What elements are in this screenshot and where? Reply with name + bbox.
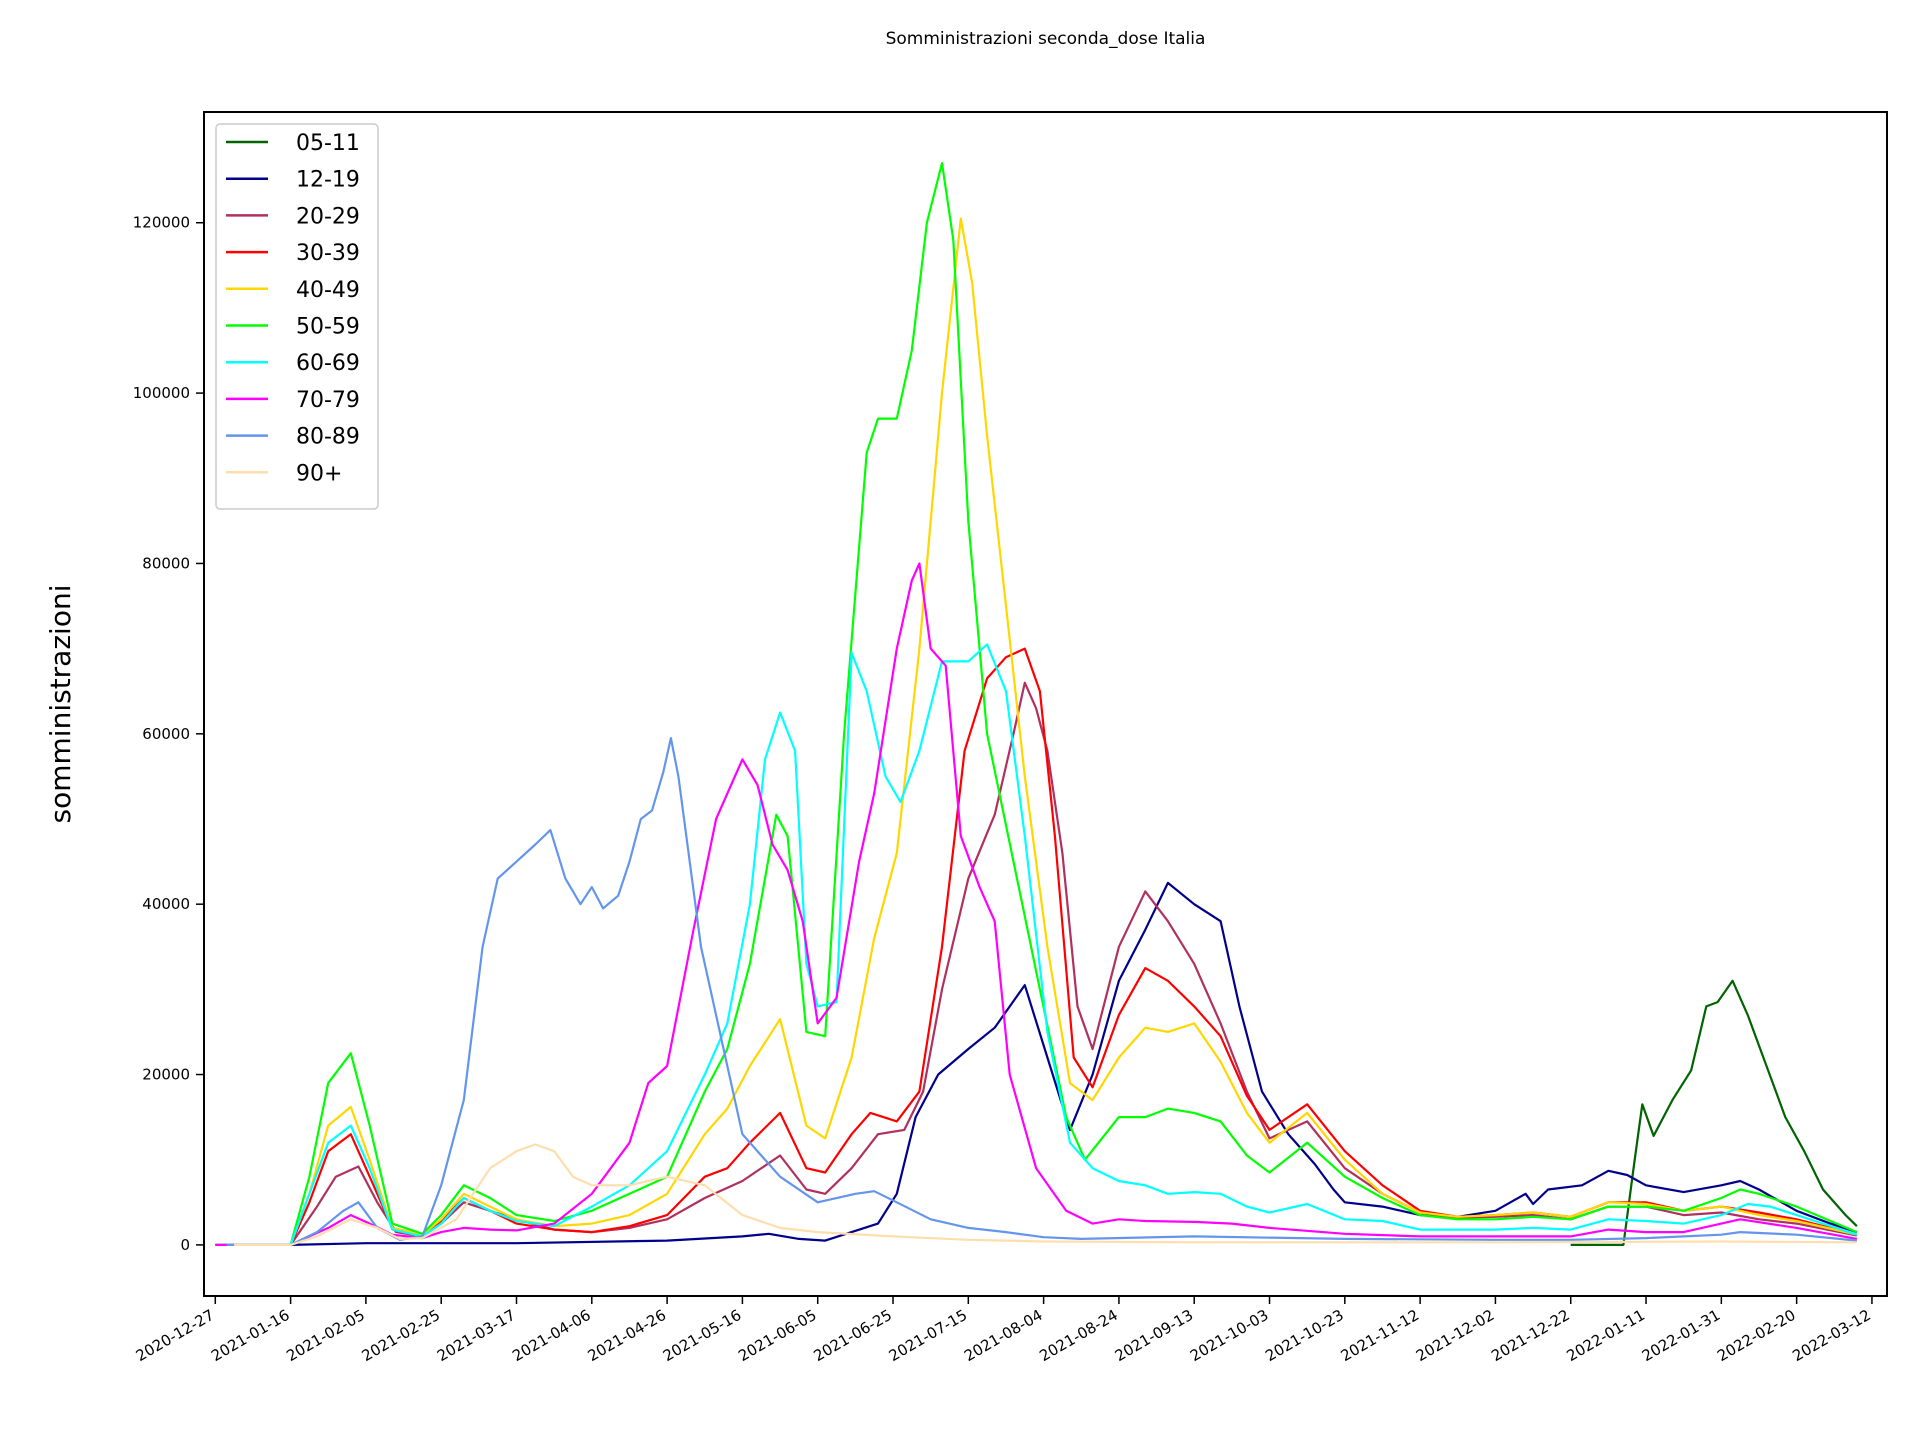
legend-entry: 60-69 (296, 351, 360, 376)
series-line-80-89 (226, 737, 1858, 1246)
series-line-40-49 (215, 217, 1858, 1246)
x-tick-label: 2021-12-22 (1488, 1306, 1573, 1365)
x-tick-label: 2021-11-12 (1338, 1306, 1423, 1365)
legend-entry: 80-89 (296, 425, 360, 450)
legend-entry: 12-19 (296, 168, 360, 193)
legend-entry: 20-29 (296, 204, 360, 229)
series-layer (215, 162, 1858, 1246)
series-line-05-11 (1570, 979, 1858, 1246)
x-tick-label: 2021-08-04 (961, 1306, 1046, 1365)
x-tick-label: 2021-02-05 (283, 1306, 368, 1365)
legend-entry: 90+ (296, 461, 342, 486)
x-tick-label: 2021-09-13 (1112, 1306, 1197, 1365)
series-line-60-69 (215, 643, 1858, 1246)
series-line-70-79 (215, 562, 1858, 1246)
legend-entry: 40-49 (296, 278, 360, 303)
legend-entry: 05-11 (296, 131, 360, 156)
x-tick-label: 2022-01-31 (1639, 1306, 1724, 1365)
x-tick-label: 2022-01-11 (1564, 1306, 1649, 1365)
x-tick-label: 2021-10-23 (1262, 1306, 1347, 1365)
y-tick-label: 20000 (142, 1066, 190, 1084)
legend-entry: 50-59 (296, 315, 360, 340)
series-line-50-59 (215, 162, 1858, 1246)
x-tick-label: 2021-04-06 (509, 1306, 594, 1365)
x-tick-label: 2022-03-12 (1789, 1306, 1874, 1365)
legend-entry: 70-79 (296, 388, 360, 413)
legend: 05-11 12-19 20-29 30-39 40-49 50-59 60-69 70-79… (215, 123, 379, 510)
x-tick-label: 2021-07-15 (886, 1306, 971, 1365)
x-tick-label: 2021-04-26 (585, 1306, 670, 1365)
chart-title: Somministrazioni seconda_dose Italia (886, 29, 1206, 49)
x-tick-label: 2022-02-20 (1714, 1306, 1799, 1365)
y-tick-label: 40000 (142, 895, 190, 913)
y-tick-label: 60000 (142, 725, 190, 743)
x-tick-label: 2021-08-24 (1036, 1306, 1121, 1365)
x-tick-label: 2021-12-02 (1413, 1306, 1498, 1365)
series-line-12-19 (290, 881, 1858, 1246)
x-tick-label: 2021-05-16 (660, 1306, 745, 1365)
y-tick-label: 80000 (142, 554, 190, 572)
x-tick-label: 2021-06-05 (735, 1306, 820, 1365)
x-tick-label: 2021-02-25 (359, 1306, 444, 1365)
y-tick-label: 100000 (133, 384, 190, 402)
x-tick-label: 2020-12-27 (133, 1306, 218, 1365)
x-tick-label: 2021-03-17 (434, 1306, 519, 1365)
y-tick-label: 120000 (133, 214, 190, 232)
x-tick-label: 2021-06-25 (811, 1306, 896, 1365)
series-line-20-29 (215, 681, 1858, 1246)
legend-box (215, 123, 379, 510)
plot-frame (203, 111, 1888, 1297)
legend-entry: 30-39 (296, 241, 360, 266)
x-tick-label: 2021-01-16 (208, 1306, 293, 1365)
y-axis-label: somministrazioni (44, 585, 77, 824)
series-line-90plus (234, 1143, 1857, 1246)
axes-layer: 0 20000 40000 60000 80000 100000 120000 2020-12… (133, 111, 1888, 1365)
series-line-30-39 (215, 647, 1858, 1246)
x-tick-label: 2021-10-03 (1187, 1306, 1272, 1365)
y-tick-label: 0 (180, 1236, 190, 1254)
